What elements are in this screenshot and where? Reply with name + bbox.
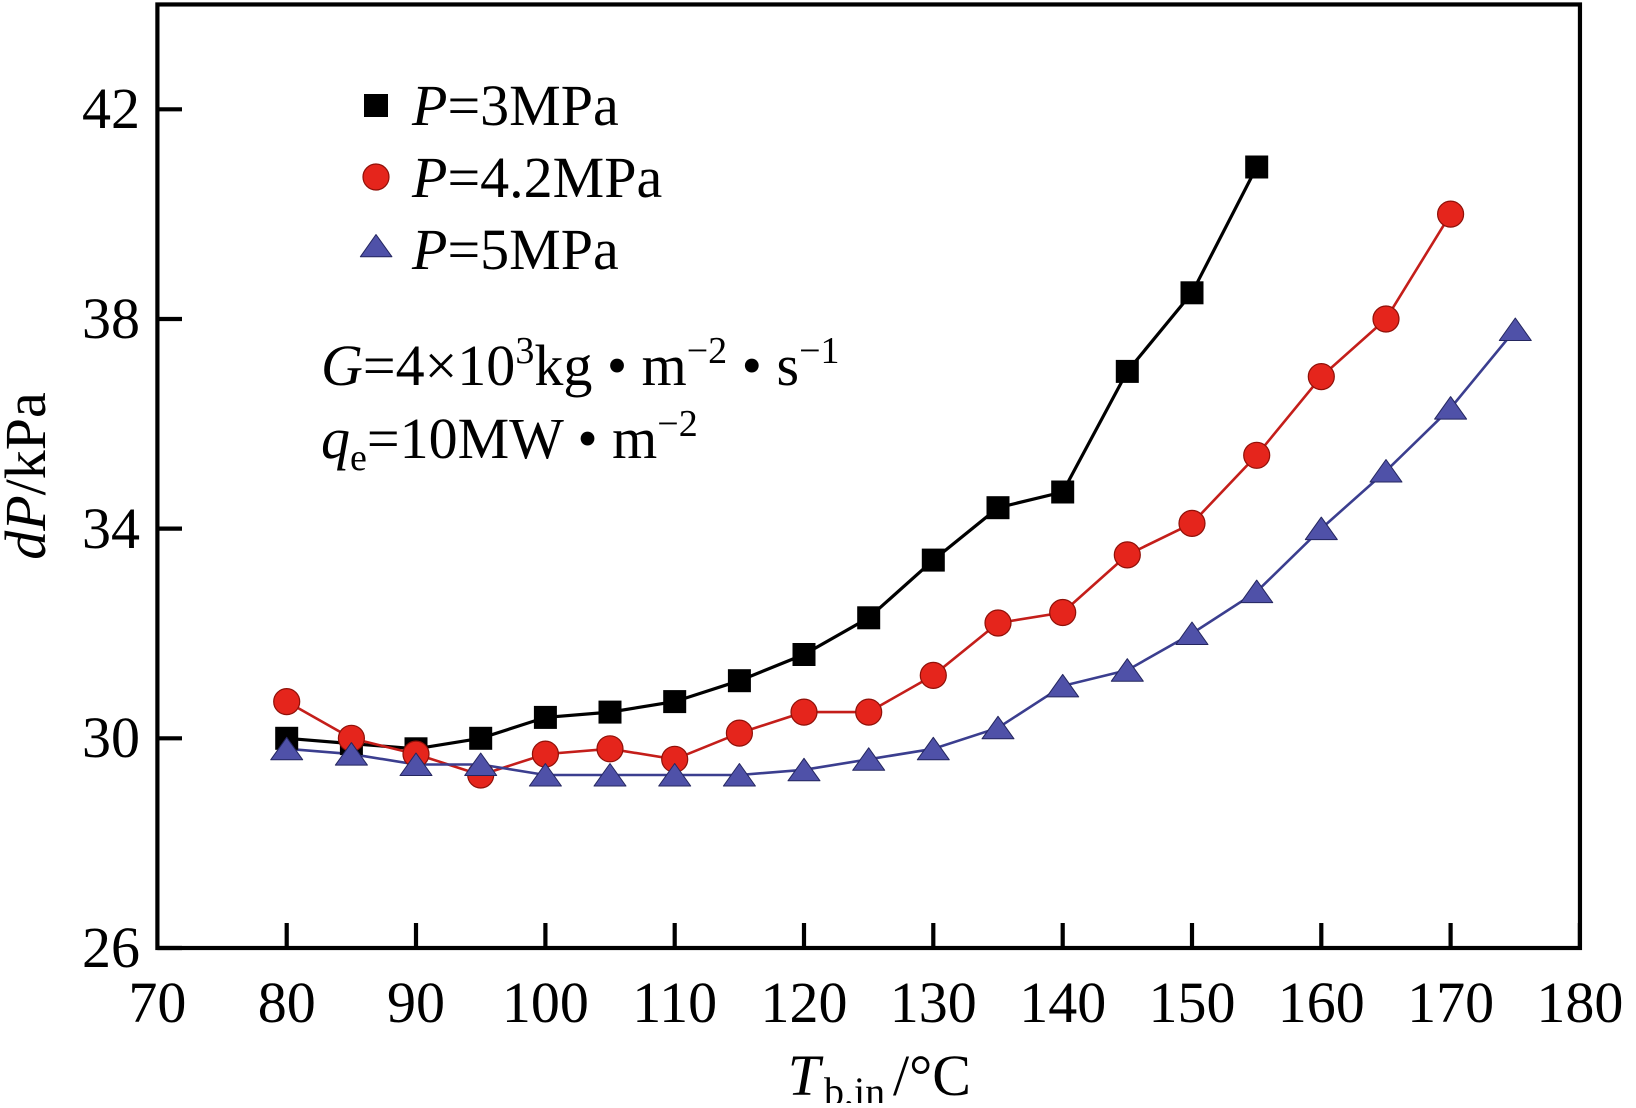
svg-text:140: 140 xyxy=(1019,970,1106,1035)
svg-text:dP/kPa: dP/kPa xyxy=(0,392,58,560)
svg-text:80: 80 xyxy=(258,970,316,1035)
svg-text:T: T xyxy=(788,1043,824,1103)
svg-text:120: 120 xyxy=(761,970,848,1035)
svg-text:38: 38 xyxy=(82,286,140,351)
svg-text:P=3MPa: P=3MPa xyxy=(411,73,619,138)
svg-text:90: 90 xyxy=(387,970,445,1035)
svg-text:70: 70 xyxy=(128,970,186,1035)
svg-text:G=4×103kg • m−2 • s−1: G=4×103kg • m−2 • s−1 xyxy=(321,330,840,398)
svg-text:34: 34 xyxy=(82,496,140,561)
svg-text:b,in: b,in xyxy=(824,1069,885,1103)
svg-text:42: 42 xyxy=(82,76,140,141)
svg-text:qe=10MW • m−2: qe=10MW • m−2 xyxy=(321,403,698,479)
svg-text:P=4.2MPa: P=4.2MPa xyxy=(411,145,662,210)
svg-text:130: 130 xyxy=(890,970,977,1035)
svg-text:150: 150 xyxy=(1149,970,1236,1035)
svg-text:170: 170 xyxy=(1407,970,1494,1035)
svg-text:180: 180 xyxy=(1536,970,1623,1035)
svg-text:P=5MPa: P=5MPa xyxy=(411,217,619,282)
svg-text:100: 100 xyxy=(502,970,589,1035)
svg-text:/°C: /°C xyxy=(893,1043,971,1103)
svg-text:30: 30 xyxy=(82,705,140,770)
svg-text:160: 160 xyxy=(1278,970,1365,1035)
svg-text:110: 110 xyxy=(632,970,717,1035)
